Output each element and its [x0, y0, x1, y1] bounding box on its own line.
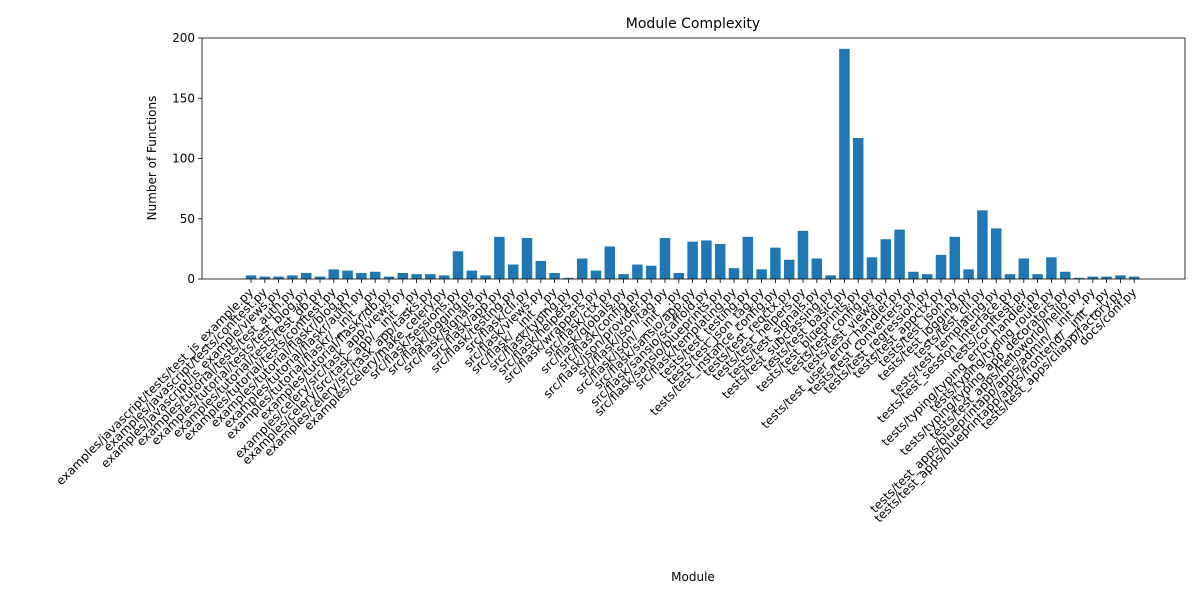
bar — [963, 269, 974, 279]
bar — [714, 244, 726, 279]
bar — [770, 247, 781, 279]
bar — [590, 270, 602, 279]
bar — [1115, 275, 1126, 279]
bar — [949, 236, 961, 279]
chart-title: Module Complexity — [626, 16, 760, 32]
bar — [618, 274, 629, 279]
bar — [701, 240, 712, 279]
bar — [1087, 276, 1099, 279]
bar — [866, 257, 878, 279]
bar — [273, 276, 284, 279]
bar — [466, 270, 478, 279]
bar — [342, 270, 353, 279]
bar — [1018, 258, 1030, 279]
bar — [894, 229, 905, 279]
bar — [659, 238, 671, 279]
y-tick-label: 100 — [172, 152, 195, 166]
bar — [452, 251, 464, 279]
bar — [632, 264, 643, 279]
bar — [783, 259, 795, 279]
bar — [797, 230, 809, 279]
bar — [1128, 276, 1140, 279]
bar — [356, 272, 367, 279]
bar — [300, 272, 312, 279]
y-tick-label: 50 — [180, 212, 195, 226]
bar — [494, 236, 505, 279]
bar — [825, 275, 836, 279]
bar — [645, 265, 657, 279]
bar — [908, 271, 919, 279]
bar — [880, 239, 892, 279]
bar — [921, 274, 933, 279]
plot-frame — [201, 37, 1186, 280]
bar — [425, 274, 436, 279]
bar — [1046, 257, 1057, 279]
bar — [811, 258, 823, 279]
bar — [728, 268, 740, 279]
bar — [990, 228, 1002, 279]
bar — [507, 264, 519, 279]
y-axis-label: Number of Functions — [145, 96, 159, 221]
bar — [411, 274, 422, 279]
bar — [935, 254, 947, 279]
bar — [576, 258, 588, 279]
bar — [687, 241, 698, 279]
bar — [328, 269, 340, 279]
bar — [397, 272, 409, 279]
bar — [852, 138, 864, 279]
bar — [245, 275, 257, 279]
bar — [1059, 271, 1071, 279]
bar — [535, 260, 547, 279]
y-tick-label: 200 — [172, 31, 195, 45]
bar — [1004, 274, 1016, 279]
bar — [1073, 277, 1085, 279]
bar — [521, 238, 533, 279]
bar — [438, 275, 450, 279]
bar — [563, 277, 574, 279]
y-tick-label: 0 — [187, 272, 195, 286]
bar — [549, 272, 560, 279]
x-axis-label: Module — [671, 570, 715, 584]
bar — [369, 271, 381, 279]
bar — [1032, 274, 1043, 279]
y-tick-label: 150 — [172, 91, 195, 105]
bar — [259, 276, 271, 279]
bar — [314, 276, 326, 279]
bar — [480, 275, 491, 279]
bar — [839, 48, 850, 279]
bar — [383, 276, 395, 279]
bar — [742, 236, 754, 279]
bar — [673, 272, 685, 279]
bar — [1101, 276, 1112, 279]
bar — [977, 210, 988, 279]
bar — [287, 275, 298, 279]
bar — [604, 246, 616, 279]
bar — [756, 269, 767, 279]
